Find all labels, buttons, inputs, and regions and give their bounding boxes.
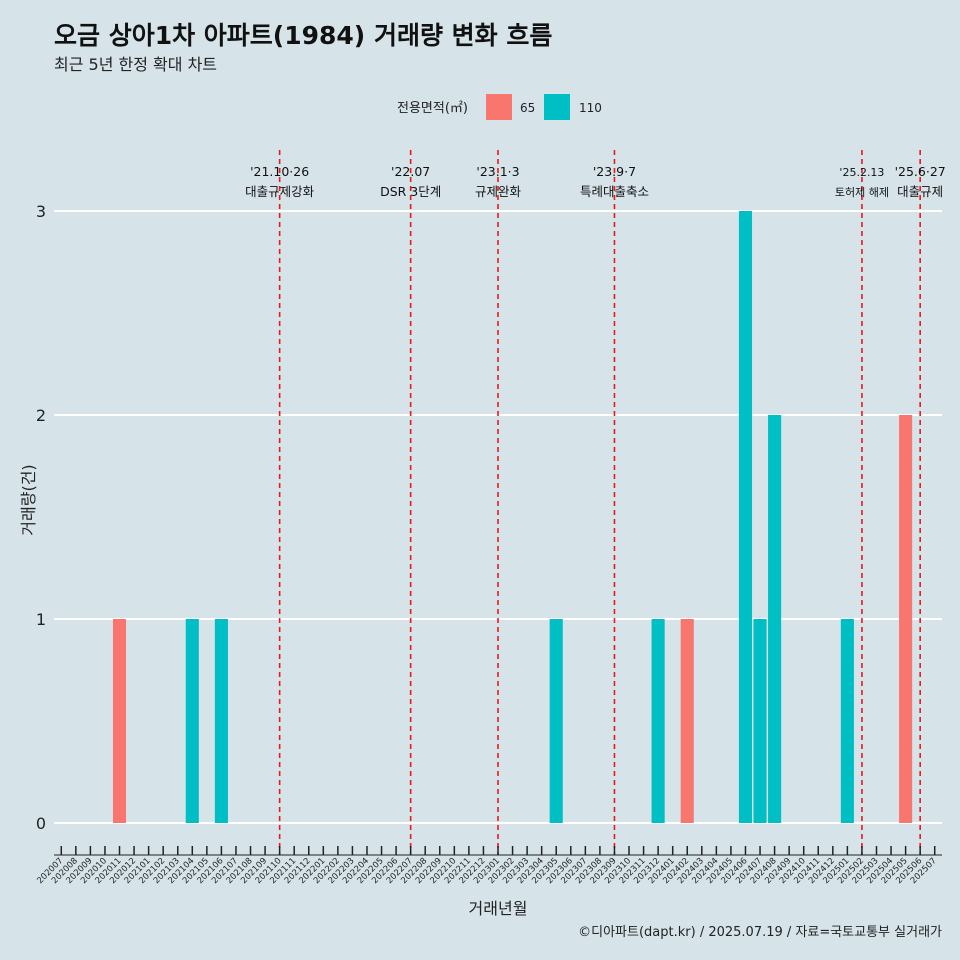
bar-110-202408 bbox=[768, 415, 782, 823]
event-label: DSR 3단계 bbox=[380, 184, 441, 199]
bar-110-202312 bbox=[651, 619, 665, 823]
bar-65-202505 bbox=[899, 415, 913, 823]
y-axis-title: 거래량(건) bbox=[19, 464, 38, 535]
y-tick-label: 2 bbox=[36, 406, 46, 425]
x-axis-title: 거래년월 bbox=[469, 899, 528, 918]
event-date: '23.9·7 bbox=[593, 164, 636, 179]
event-date: '25.6·27 bbox=[895, 164, 946, 179]
event-date: '22.07 bbox=[391, 164, 430, 179]
event-label: 토허제 해제 bbox=[835, 185, 889, 199]
x-axis: 2020072020082020092020102020112020122021… bbox=[35, 846, 942, 886]
legend-swatch-65 bbox=[486, 94, 512, 120]
legend-swatch-110 bbox=[544, 94, 570, 120]
bars bbox=[112, 211, 913, 823]
legend-title: 전용면적(㎡) bbox=[397, 101, 468, 116]
event-date: '21.10·26 bbox=[250, 164, 309, 179]
legend-label-110: 110 bbox=[579, 101, 602, 115]
y-axis: 0 1 2 3 bbox=[36, 202, 46, 833]
bar-110-202407 bbox=[753, 619, 767, 823]
bar-110-202501 bbox=[840, 619, 854, 823]
event-label: 대출규제 bbox=[897, 184, 943, 199]
bar-110-202305 bbox=[549, 619, 563, 823]
source-caption: ©디아파트(dapt.kr) / 2025.07.19 / 자료=국토교통부 실… bbox=[578, 925, 942, 940]
event-date: '23.1·3 bbox=[476, 164, 519, 179]
event-date: '25.2.13 bbox=[839, 166, 884, 179]
bar-110-202106 bbox=[214, 619, 228, 823]
legend: 전용면적(㎡) 65 110 bbox=[397, 94, 602, 120]
y-tick-label: 1 bbox=[36, 610, 46, 629]
policy-events: '21.10·26 대출규제강화 '22.07 DSR 3단계 '23.1·3 규제완화 '… bbox=[245, 150, 946, 855]
event-label: 규제완화 bbox=[475, 184, 522, 199]
y-tick-label: 0 bbox=[36, 814, 46, 833]
bar-110-202104 bbox=[185, 619, 199, 823]
bar-65-202402 bbox=[680, 619, 694, 823]
y-tick-label: 3 bbox=[36, 202, 46, 221]
event-label: 특례대출축소 bbox=[580, 184, 649, 199]
bar-110-202406 bbox=[738, 211, 753, 823]
chart-title: 오금 상아1차 아파트(1984) 거래량 변화 흐름 bbox=[54, 21, 552, 50]
event-label: 대출규제강화 bbox=[245, 184, 315, 199]
chart-subtitle: 최근 5년 한정 확대 차트 bbox=[54, 55, 217, 74]
legend-label-65: 65 bbox=[520, 101, 535, 115]
bar-65-202011 bbox=[112, 619, 127, 823]
